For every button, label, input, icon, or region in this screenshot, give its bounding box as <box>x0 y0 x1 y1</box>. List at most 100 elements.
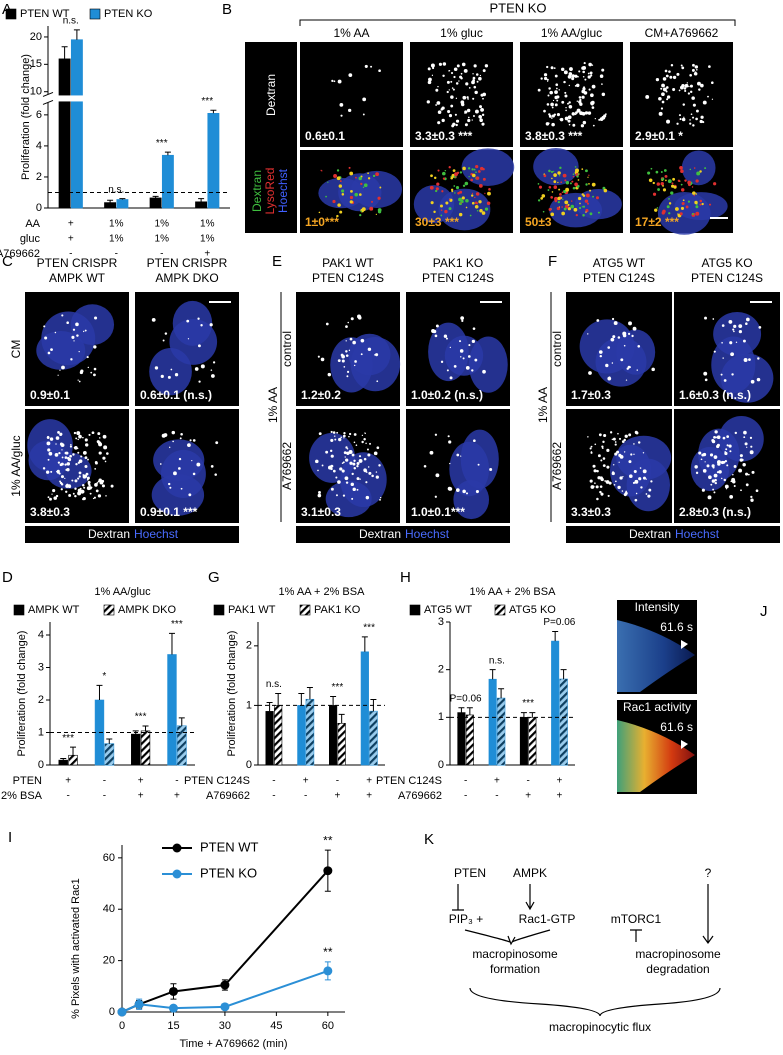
vesicle <box>636 369 638 371</box>
vesicle <box>379 498 381 501</box>
vesicle <box>367 453 371 457</box>
vesicle <box>433 329 437 334</box>
vesicle <box>579 202 581 205</box>
vesicle <box>582 76 585 78</box>
vesicle <box>435 187 439 191</box>
vesicle <box>696 171 701 176</box>
vesicle <box>578 70 581 73</box>
vesicle <box>72 453 75 456</box>
vesicle <box>632 326 637 331</box>
vesicle <box>76 431 81 436</box>
vesicle <box>474 205 479 209</box>
vesicle <box>724 484 729 489</box>
vesicle <box>338 437 342 442</box>
y-axis-label: Proliferation (fold change) <box>16 631 28 757</box>
vesicle <box>351 472 354 476</box>
bar <box>265 711 274 766</box>
vesicle <box>592 195 595 198</box>
vesicle <box>710 483 713 486</box>
vesicle <box>66 468 70 472</box>
vesicle <box>568 84 571 87</box>
vesicle <box>449 462 451 465</box>
nucleus <box>674 192 728 221</box>
vesicle <box>446 90 449 94</box>
vesicle <box>630 453 633 456</box>
vesicle <box>330 430 333 434</box>
vesicle <box>178 467 181 470</box>
vesicle <box>695 471 699 475</box>
condition-value: 1% <box>109 234 124 245</box>
vesicle <box>448 207 452 211</box>
vesicle <box>471 201 475 205</box>
vesicle <box>601 83 603 85</box>
vesicle <box>561 191 564 194</box>
condition-value: + <box>334 791 340 802</box>
node-label: formation <box>490 962 540 976</box>
vesicle <box>619 476 623 480</box>
vesicle <box>348 73 353 78</box>
vesicle <box>733 485 736 488</box>
vesicle <box>638 477 642 481</box>
vesicle <box>602 464 606 468</box>
vesicle <box>360 353 363 356</box>
legend-marker <box>172 843 182 853</box>
significance: P=0.06 <box>450 693 482 704</box>
column-header: ATG5 WT <box>593 256 646 270</box>
vesicle <box>718 470 722 474</box>
vesicle <box>473 64 477 68</box>
condition-value: + <box>556 776 562 787</box>
vesicle <box>601 445 604 448</box>
vesicle <box>694 200 698 205</box>
vesicle <box>551 117 553 119</box>
vesicle <box>67 456 70 460</box>
vesicle <box>450 176 454 180</box>
vesicle <box>455 82 459 85</box>
vesicle <box>572 173 575 176</box>
vesicle <box>589 479 593 483</box>
vesicle <box>707 495 712 500</box>
vesicle <box>662 87 667 92</box>
vesicle <box>576 108 581 113</box>
vesicle <box>51 493 53 495</box>
vesicle <box>598 118 601 121</box>
vesicle <box>713 455 718 459</box>
row-label: A769662 <box>280 442 294 490</box>
vesicle <box>339 210 343 214</box>
vesicle <box>554 74 558 78</box>
vesicle <box>353 459 356 462</box>
vesicle <box>664 174 668 178</box>
vesicle <box>462 357 465 360</box>
vesicle <box>623 451 626 453</box>
vesicle <box>60 483 64 486</box>
vesicle <box>699 203 702 206</box>
vesicle <box>473 85 477 89</box>
vesicle <box>340 436 343 439</box>
vesicle <box>568 123 571 126</box>
vesicle <box>336 431 339 434</box>
vesicle <box>695 205 699 209</box>
vesicle <box>173 471 177 476</box>
vesicle <box>441 118 445 123</box>
vesicle <box>660 171 663 173</box>
vesicle <box>559 118 561 121</box>
vesicle <box>337 480 341 484</box>
vesicle <box>613 321 618 325</box>
vesicle <box>315 459 319 464</box>
footer-bar <box>25 526 239 543</box>
arrow <box>464 929 551 946</box>
error-bar <box>142 725 149 731</box>
bar-hatch <box>497 698 505 765</box>
y-tick-label: 40 <box>103 903 115 915</box>
column-header: PAK1 WT <box>322 256 374 270</box>
vesicle <box>565 187 570 192</box>
bar-hatch <box>306 699 314 765</box>
vesicle <box>460 72 463 75</box>
vesicle <box>70 358 73 361</box>
error-bar <box>168 632 175 655</box>
vesicle <box>348 166 351 169</box>
vesicle <box>353 433 357 436</box>
micrograph <box>520 42 623 147</box>
condition-value: + <box>174 791 180 802</box>
vesicle <box>658 96 662 101</box>
vesicle <box>607 494 610 497</box>
